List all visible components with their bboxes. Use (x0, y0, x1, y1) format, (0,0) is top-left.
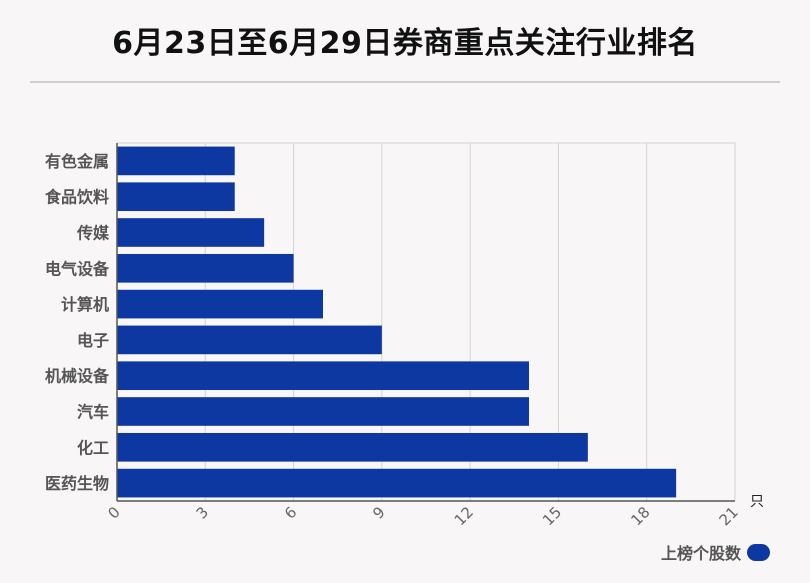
x-tick-label: 15 (539, 503, 565, 529)
bar (117, 432, 588, 462)
category-label: 机械设备 (45, 367, 110, 386)
category-label: 传媒 (76, 224, 110, 243)
bar (117, 361, 529, 391)
x-tick-label: 3 (193, 503, 212, 522)
x-tick-label: 18 (627, 503, 653, 529)
category-label: 食品饮料 (44, 188, 109, 207)
category-label: 化工 (77, 438, 109, 457)
bar (117, 289, 323, 319)
bar (117, 218, 265, 247)
category-label: 汽车 (77, 403, 109, 422)
bar (117, 182, 235, 212)
chart-title: 6月23日至6月29日券商重点关注行业排名 (112, 26, 698, 61)
category-label: 有色金属 (45, 152, 109, 171)
x-tick-label: 9 (369, 503, 388, 522)
x-tick-label: 6 (281, 503, 300, 522)
title-divider (30, 81, 780, 83)
category-label: 电气设备 (45, 259, 110, 278)
x-unit-label: 只 (750, 494, 764, 510)
bar (117, 253, 294, 283)
bar (117, 468, 677, 498)
bar (117, 325, 382, 355)
legend-swatch (747, 543, 770, 561)
x-tick-label: 12 (451, 503, 477, 529)
legend-label: 上榜个股数 (660, 544, 741, 563)
bar (117, 397, 529, 426)
category-label: 医药生物 (45, 474, 109, 493)
category-label: 电子 (77, 331, 109, 350)
category-label: 计算机 (61, 295, 109, 314)
x-tick-label: 21 (716, 503, 742, 529)
x-tick-label: 0 (104, 503, 123, 522)
legend: 上榜个股数 (661, 540, 770, 564)
bar (117, 146, 235, 176)
